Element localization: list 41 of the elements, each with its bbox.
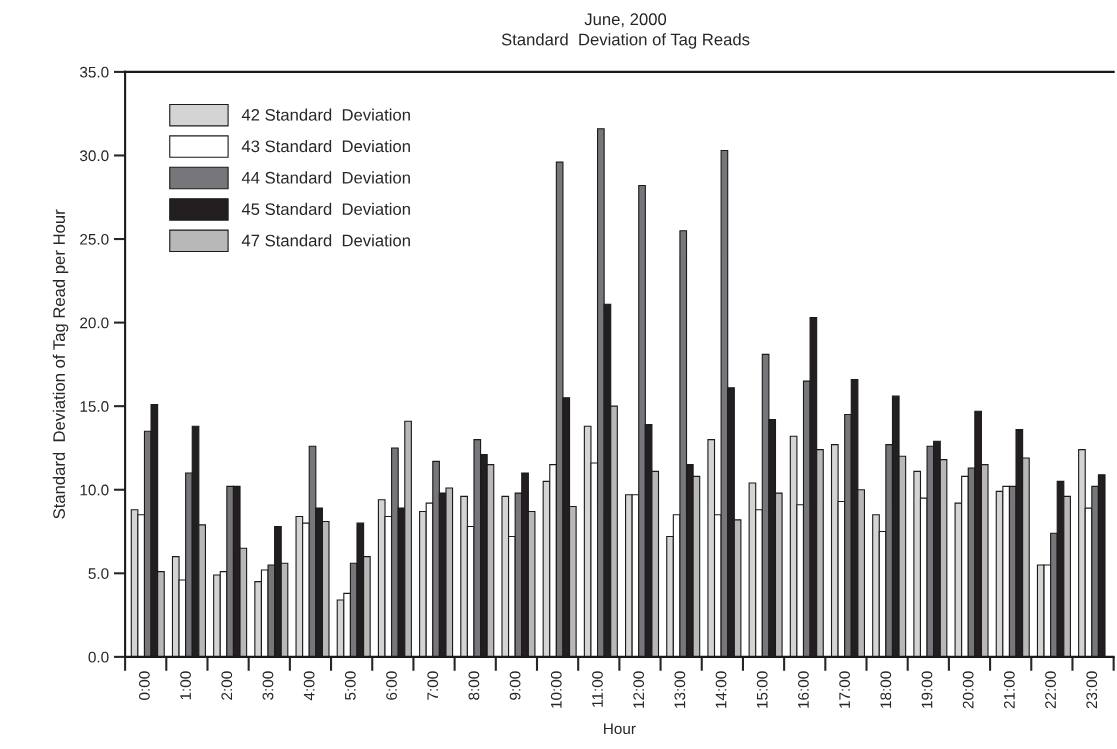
x-tick-label: 20:00 xyxy=(962,671,974,709)
x-tick-label: 15:00 xyxy=(756,671,768,708)
x-tick-label: 1:00 xyxy=(180,671,191,700)
y-axis-title: Standard Deviation of Tag Read per Hour xyxy=(52,209,69,519)
legend-label: 42 Standard Deviation xyxy=(241,108,410,121)
x-axis-title: Hour xyxy=(604,723,636,735)
legend-label: 45 Standard Deviation xyxy=(241,202,410,216)
x-tick-label: 5:00 xyxy=(344,671,356,700)
x-tick-label: 9:00 xyxy=(509,671,521,700)
x-tick-label: 23:00 xyxy=(1086,671,1098,709)
chart-title: June, 2000 xyxy=(584,13,667,28)
y-tick-label: 25.0 xyxy=(80,233,109,245)
x-tick-label: 10:00 xyxy=(550,671,562,708)
legend-label: 44 Standard Deviation xyxy=(241,171,410,184)
y-tick-label: 10.0 xyxy=(80,484,109,496)
x-tick-label: 17:00 xyxy=(839,671,851,708)
x-tick-label: 2:00 xyxy=(221,671,233,700)
y-tick-label: 0.0 xyxy=(88,651,109,663)
y-tick-label: 20.0 xyxy=(80,317,109,329)
x-tick-label: 13:00 xyxy=(674,671,686,708)
x-tick-label: 22:00 xyxy=(1045,671,1056,709)
y-tick-label: 30.0 xyxy=(79,150,109,162)
x-tick-label: 18:00 xyxy=(880,671,892,708)
x-tick-label: 8:00 xyxy=(468,671,480,700)
x-tick-label: 0:00 xyxy=(138,671,150,700)
x-tick-label: 11:00 xyxy=(592,671,603,707)
legend-label: 47 Standard Deviation xyxy=(241,234,410,247)
x-tick-label: 14:00 xyxy=(715,671,727,708)
y-tick-label: 15.0 xyxy=(80,401,109,412)
x-tick-label: 19:00 xyxy=(921,671,933,708)
x-tick-label: 4:00 xyxy=(303,671,315,701)
x-tick-label: 16:00 xyxy=(798,671,809,708)
chart-subtitle: Standard Deviation of Tag Reads xyxy=(501,33,750,49)
y-tick-label: 5.0 xyxy=(88,568,109,579)
x-tick-label: 7:00 xyxy=(427,671,439,700)
x-tick-label: 3:00 xyxy=(262,671,274,700)
y-tick-label: 35.0 xyxy=(79,66,109,78)
x-tick-label: 12:00 xyxy=(633,671,645,708)
x-tick-label: 6:00 xyxy=(386,671,397,700)
x-tick-label: 21:00 xyxy=(1003,671,1015,709)
legend-label: 43 Standard Deviation xyxy=(241,139,410,153)
